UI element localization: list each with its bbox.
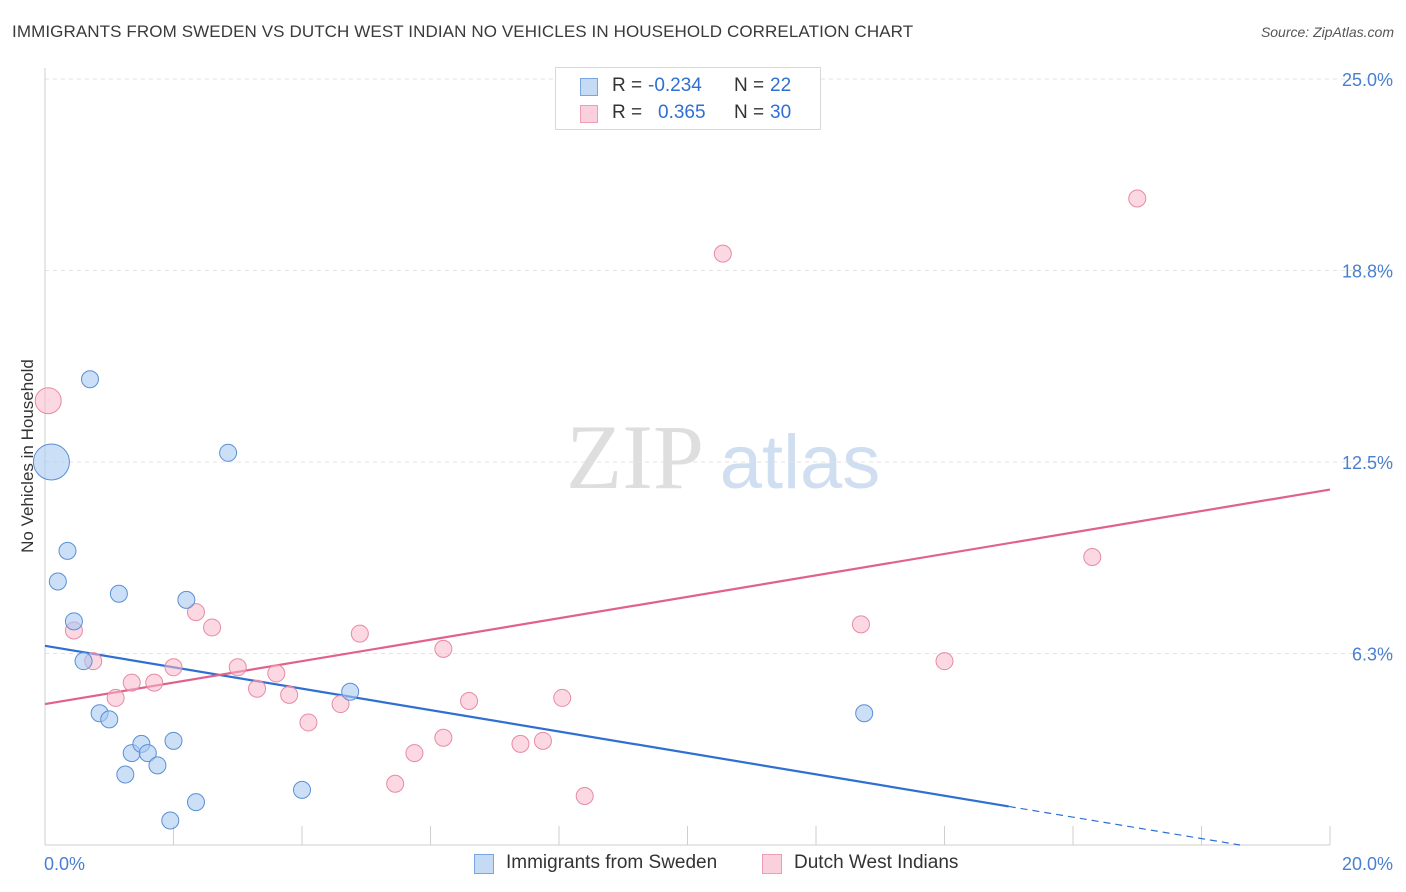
y-tick-label: 18.8% bbox=[1342, 262, 1393, 282]
point-dwi bbox=[1083, 547, 1102, 566]
point-dwi bbox=[34, 387, 62, 415]
point-sweden bbox=[186, 793, 205, 812]
point-sweden bbox=[164, 731, 183, 750]
bottom-legend-label-sweden: Immigrants from Sweden bbox=[506, 852, 718, 873]
trendline-sweden-extension bbox=[1008, 805, 1241, 846]
point-dwi bbox=[331, 695, 350, 714]
point-dwi bbox=[280, 685, 299, 704]
point-sweden bbox=[109, 584, 128, 603]
point-dwi bbox=[248, 679, 267, 698]
point-dwi bbox=[386, 774, 405, 793]
point-sweden bbox=[177, 590, 196, 609]
gridlines bbox=[45, 78, 1395, 654]
y-tick-label: 12.5% bbox=[1342, 453, 1393, 473]
point-dwi bbox=[164, 658, 183, 677]
point-dwi bbox=[228, 658, 247, 677]
point-dwi bbox=[106, 688, 125, 707]
point-sweden bbox=[58, 541, 77, 560]
x-tick-label: 20.0% bbox=[1342, 854, 1393, 874]
y-tick-label: 6.3% bbox=[1352, 645, 1393, 665]
tick-labels: 6.3% 12.5% 18.8% 25.0% 0.0% 20.0% bbox=[44, 70, 1393, 874]
point-dwi bbox=[350, 624, 369, 643]
points bbox=[32, 189, 1147, 830]
point-sweden bbox=[32, 443, 70, 481]
legend-swatch-sweden bbox=[580, 78, 598, 96]
bottom-legend-label-dwi: Dutch West Indians bbox=[794, 852, 959, 873]
legend-r-label: R = bbox=[612, 75, 643, 96]
point-sweden bbox=[855, 704, 874, 723]
point-sweden bbox=[148, 756, 167, 775]
point-dwi bbox=[533, 731, 552, 750]
legend-n-value-sweden: 22 bbox=[770, 75, 792, 96]
point-dwi bbox=[553, 688, 572, 707]
point-dwi bbox=[935, 652, 954, 671]
point-dwi bbox=[145, 673, 164, 692]
point-dwi bbox=[267, 664, 286, 683]
trendline-dwi bbox=[44, 488, 1331, 706]
x-tick-label: 0.0% bbox=[44, 854, 85, 874]
legend-r-value-dwi: 0.365 bbox=[658, 102, 706, 123]
chart-title: IMMIGRANTS FROM SWEDEN VS DUTCH WEST IND… bbox=[12, 22, 914, 41]
watermark: ZIP atlas bbox=[566, 406, 880, 508]
point-dwi bbox=[203, 618, 222, 637]
point-sweden bbox=[293, 780, 311, 799]
point-sweden bbox=[64, 612, 83, 631]
legend-n-label: N = bbox=[734, 75, 765, 96]
legend-r-label: R = bbox=[612, 102, 643, 123]
point-dwi bbox=[511, 734, 530, 753]
point-dwi bbox=[1128, 189, 1147, 208]
point-sweden bbox=[138, 744, 157, 763]
point-sweden bbox=[100, 710, 119, 729]
point-dwi bbox=[434, 728, 453, 747]
point-sweden bbox=[341, 682, 360, 701]
legend-r-value-sweden: -0.234 bbox=[648, 75, 702, 96]
legend-swatch-dwi bbox=[580, 105, 598, 123]
point-sweden bbox=[80, 370, 99, 389]
point-sweden bbox=[74, 652, 93, 671]
point-dwi bbox=[186, 603, 205, 622]
point-dwi bbox=[851, 615, 870, 634]
y-tick-label: 25.0% bbox=[1342, 70, 1393, 90]
point-dwi bbox=[299, 713, 318, 732]
point-dwi bbox=[575, 786, 594, 805]
point-dwi bbox=[405, 744, 424, 763]
point-sweden bbox=[116, 765, 135, 784]
point-dwi bbox=[434, 639, 453, 658]
correlation-legend: R = -0.234 N = 22 R = 0.365 N = 30 bbox=[555, 67, 821, 130]
point-sweden bbox=[161, 811, 180, 830]
bottom-legend-swatch-dwi bbox=[762, 854, 782, 874]
point-sweden bbox=[48, 572, 67, 591]
legend-n-value-dwi: 30 bbox=[770, 102, 792, 123]
point-dwi bbox=[122, 673, 141, 692]
legend-n-label: N = bbox=[734, 102, 765, 123]
point-dwi bbox=[713, 244, 732, 263]
watermark-zip: ZIP bbox=[566, 406, 704, 508]
point-dwi bbox=[460, 691, 479, 710]
bottom-legend-swatch-sweden bbox=[474, 854, 494, 874]
trendlines bbox=[44, 488, 1331, 846]
source-label: Source: ZipAtlas.com bbox=[1260, 24, 1394, 40]
trendline-sweden bbox=[44, 644, 1009, 808]
point-sweden bbox=[219, 443, 238, 462]
